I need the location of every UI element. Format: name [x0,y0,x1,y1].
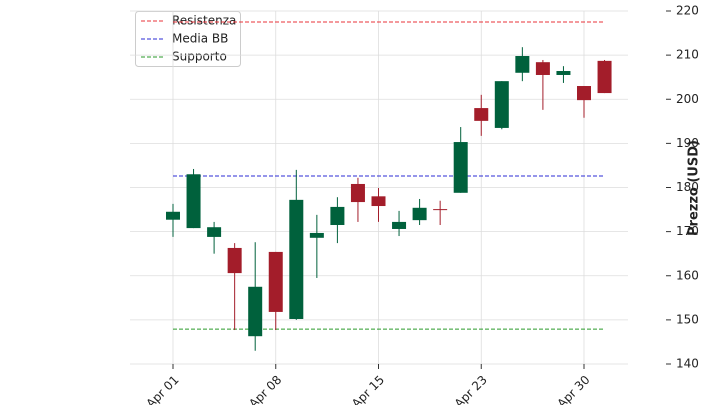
legend-box [135,11,241,67]
candle-body [433,209,448,211]
x-tick-label: Apr 15 [349,373,387,405]
y-tick-label: 220 [676,4,699,18]
y-tick-label: 200 [676,92,699,106]
x-tick-label: Apr 01 [144,373,182,405]
y-tick-label: 190 [676,136,699,150]
candle-body [207,227,222,237]
y-tick-label: 170 [676,224,699,238]
candle-body [412,207,427,221]
candle-body [166,211,180,220]
candle-body [350,183,365,203]
x-tick-label: Apr 08 [246,373,284,405]
candle-body [268,251,283,312]
candle-body [453,142,468,193]
legend: Resistenza Media BB Supporto [135,11,241,67]
candle-body [330,206,345,226]
candle-body [248,286,263,337]
candle-body [371,196,386,207]
legend-label: Resistenza [172,14,236,28]
candle-body [186,174,201,229]
candle-body [556,71,571,75]
candle-body [597,60,612,94]
x-tick-label: Apr 30 [555,373,593,405]
candle-body [474,108,489,121]
y-tick-label: 150 [676,312,699,326]
legend-label: Media BB [172,32,228,46]
candle-body [535,62,550,75]
candle-body [392,221,407,229]
candle-body [494,81,509,128]
y-tick-label: 210 [676,48,699,62]
y-axis-label: Prezzo (USD) [687,140,702,236]
x-tick-label: Apr 23 [452,373,490,405]
y-tick-label: 140 [676,357,699,371]
candle-body [577,86,591,101]
legend-label: Supporto [172,50,227,64]
candle-body [515,56,530,73]
candle-body [227,247,242,274]
candle-body [309,232,324,238]
y-tick-label: 180 [676,180,699,194]
y-tick-label: 160 [676,268,699,282]
candle-body [289,199,304,319]
